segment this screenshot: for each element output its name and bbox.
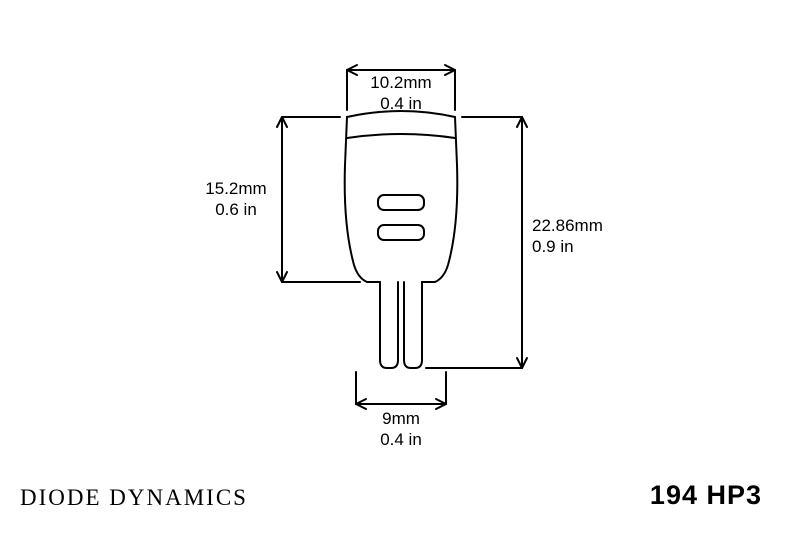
model-label: 194 HP3 [650, 480, 762, 511]
dim-total-height: 22.86mm 0.9 in [532, 215, 622, 258]
diagram-canvas: 10.2mm 0.4 in 15.2mm 0.6 in 22.86mm 0.9 … [0, 0, 800, 533]
dim-total-height-in: 0.9 in [532, 236, 622, 257]
dim-body-height-in: 0.6 in [200, 199, 272, 220]
dim-top-width-in: 0.4 in [365, 93, 437, 114]
dim-base-width-in: 0.4 in [365, 429, 437, 450]
dim-body-height: 15.2mm 0.6 in [200, 178, 272, 221]
brand-label: DIODE DYNAMICS [20, 485, 248, 511]
dim-top-width-mm: 10.2mm [365, 72, 437, 93]
dim-total-height-mm: 22.86mm [532, 215, 622, 236]
dim-top-width: 10.2mm 0.4 in [365, 72, 437, 115]
dim-base-width: 9mm 0.4 in [365, 408, 437, 451]
dim-base-width-mm: 9mm [365, 408, 437, 429]
dim-body-height-mm: 15.2mm [200, 178, 272, 199]
